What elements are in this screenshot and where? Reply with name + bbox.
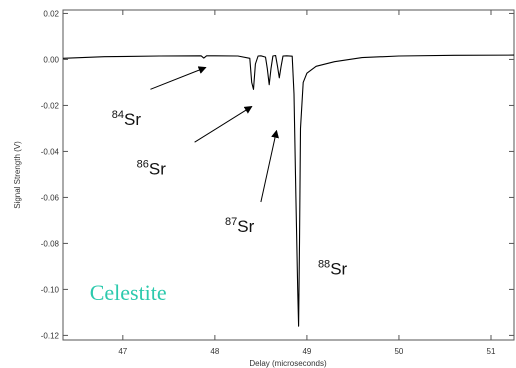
isotope-label: 84Sr	[112, 109, 142, 129]
y-tick-label: 0.02	[43, 9, 59, 18]
isotope-label: 86Sr	[137, 158, 167, 178]
isotope-mass: 86	[137, 158, 149, 170]
isotope-arrow	[194, 106, 253, 143]
y-tick-label: -0.10	[41, 285, 60, 294]
y-tick-label: -0.12	[41, 331, 60, 340]
y-tick-label: -0.02	[41, 101, 60, 110]
signal-line	[62, 54, 515, 327]
isotope-symbol: Sr	[149, 159, 166, 178]
isotope-annotation: 88Sr	[318, 258, 348, 278]
x-tick-label: 51	[487, 347, 496, 356]
isotope-symbol: Sr	[330, 259, 347, 278]
isotope-mass: 88	[318, 258, 330, 270]
isotope-label: 88Sr	[318, 258, 348, 278]
isotope-arrow	[260, 129, 279, 203]
isotope-mass: 87	[225, 216, 237, 228]
x-axis-title: Delay (microseconds)	[249, 359, 327, 368]
plot-frame	[62, 9, 515, 341]
x-tick-label: 49	[302, 347, 311, 356]
isotope-mass: 84	[112, 109, 124, 121]
x-tick-label: 50	[394, 347, 403, 356]
y-tick-label: 0.00	[43, 55, 59, 64]
y-tick-label: -0.06	[41, 193, 60, 202]
x-tick-label: 48	[210, 347, 219, 356]
isotope-symbol: Sr	[124, 110, 141, 129]
isotope-symbol: Sr	[237, 217, 254, 236]
y-tick-label: -0.08	[41, 239, 60, 248]
x-tick-label: 47	[118, 347, 127, 356]
isotope-label: 87Sr	[225, 216, 255, 236]
plot-layer: 47 48 49 50 51 0.02 0.00 -0.02 -0.04 -0.06 -0.08 -0…	[41, 9, 515, 356]
y-axis-title: Signal Strength (V)	[13, 141, 22, 209]
isotope-arrow	[150, 66, 207, 90]
sample-label: Celestite	[90, 280, 167, 305]
y-tick-label: -0.04	[41, 147, 60, 156]
isotope-annotation: 84Sr	[112, 66, 207, 129]
isotope-annotation: 86Sr	[137, 106, 253, 178]
isotope-annotation: 87Sr	[225, 129, 279, 236]
